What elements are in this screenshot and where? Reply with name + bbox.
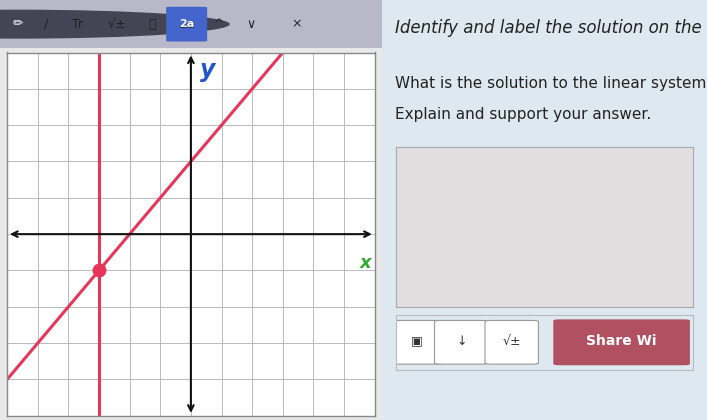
FancyBboxPatch shape bbox=[554, 319, 690, 365]
Text: What is the solution to the linear system?: What is the solution to the linear syste… bbox=[395, 76, 707, 91]
Text: 🖊: 🖊 bbox=[148, 18, 156, 31]
Text: ▣: ▣ bbox=[411, 335, 423, 348]
Text: √±: √± bbox=[107, 18, 126, 31]
Text: 2a: 2a bbox=[179, 19, 194, 29]
Text: Explain and support your answer.: Explain and support your answer. bbox=[395, 107, 651, 122]
Text: √±: √± bbox=[503, 335, 521, 348]
Text: /: / bbox=[44, 18, 48, 31]
Text: x: x bbox=[360, 254, 372, 272]
FancyBboxPatch shape bbox=[390, 320, 443, 364]
FancyBboxPatch shape bbox=[166, 7, 207, 42]
Text: Share Wi: Share Wi bbox=[586, 334, 657, 348]
FancyBboxPatch shape bbox=[435, 320, 488, 364]
Text: ↓: ↓ bbox=[456, 335, 467, 348]
Text: ✏: ✏ bbox=[13, 18, 23, 31]
Text: ^: ^ bbox=[214, 18, 224, 31]
Text: ×: × bbox=[292, 18, 302, 31]
Text: Tr: Tr bbox=[72, 18, 83, 31]
Text: Identify and label the solution on the graph.: Identify and label the solution on the g… bbox=[395, 19, 707, 37]
Circle shape bbox=[0, 10, 230, 39]
FancyBboxPatch shape bbox=[485, 320, 539, 364]
Text: ∨: ∨ bbox=[247, 18, 255, 31]
Text: y: y bbox=[200, 58, 216, 82]
Text: 2a: 2a bbox=[180, 18, 195, 31]
